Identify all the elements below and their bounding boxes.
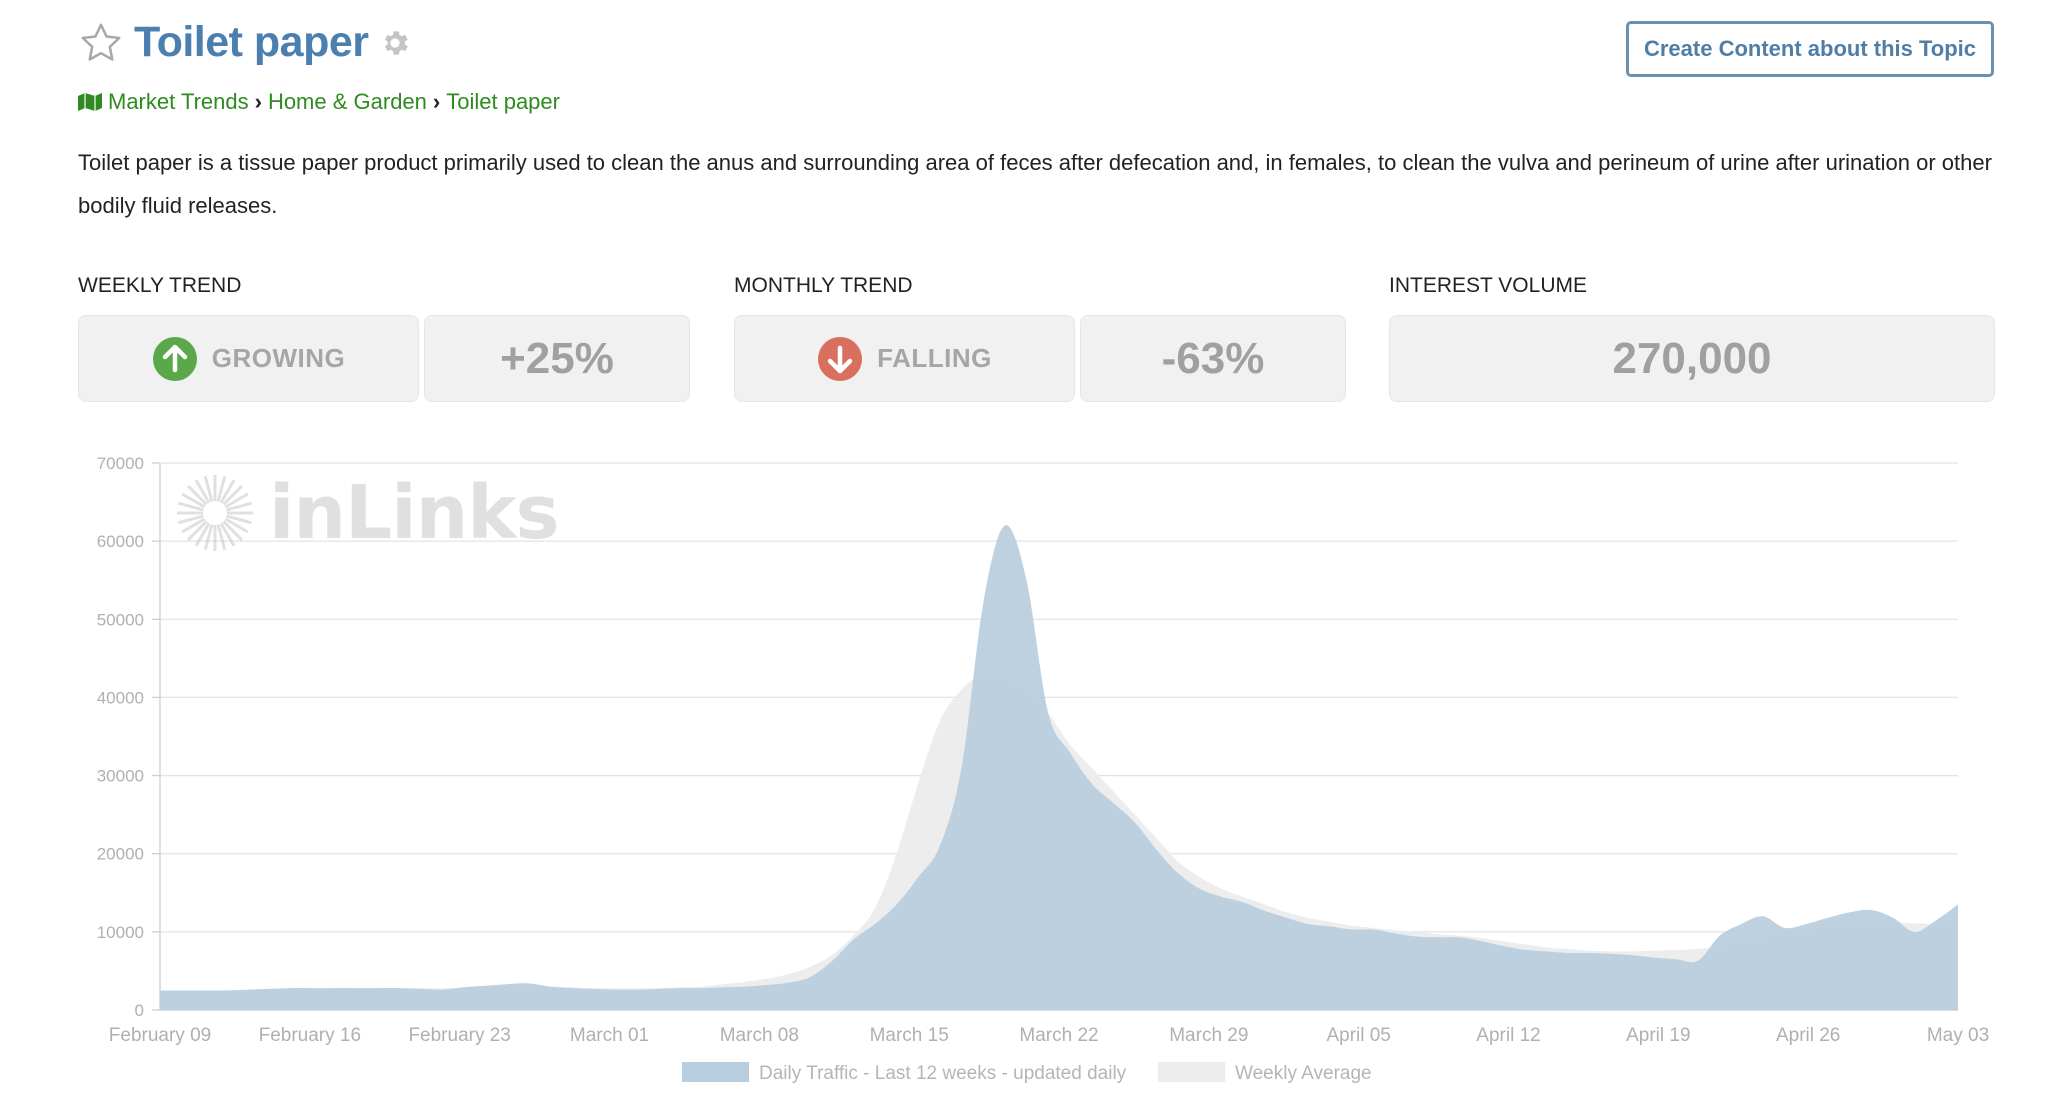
logo-ray — [177, 514, 204, 525]
topic-description: Toilet paper is a tissue paper product p… — [78, 150, 1992, 218]
y-tick-label: 10000 — [97, 923, 144, 942]
monthly-direction-text: FALLING — [877, 343, 992, 373]
logo-ray — [216, 475, 227, 502]
logo-ray — [177, 501, 204, 512]
weekly-change-value: +25% — [500, 333, 614, 383]
logo-ray — [203, 475, 214, 502]
breadcrumb-home-garden[interactable]: Home & Garden — [267, 89, 427, 114]
weekly-trend-label: WEEKLY TREND — [78, 274, 242, 297]
logo-ray — [219, 522, 236, 547]
logo-ray — [194, 479, 211, 504]
daily-traffic-area — [160, 525, 1958, 1010]
y-tick-label: 30000 — [97, 767, 144, 786]
weekly-trend-direction: GROWING — [78, 315, 419, 402]
x-tick-label: March 08 — [720, 1025, 799, 1046]
weekly-trend-change: +25% — [424, 315, 690, 402]
breadcrumb-market-trends[interactable]: Market Trends — [108, 89, 249, 114]
gear-icon[interactable] — [379, 27, 411, 59]
breadcrumb-toilet-paper[interactable]: Toilet paper — [446, 89, 560, 114]
logo-ray — [181, 492, 206, 509]
logo-ray — [216, 524, 227, 551]
monthly-trend-change: -63% — [1080, 315, 1346, 402]
legend-label-weekly: Weekly Average — [1235, 1063, 1372, 1084]
breadcrumb-separator: › — [432, 89, 441, 114]
logo-ray — [187, 485, 208, 506]
legend-swatch-daily — [682, 1062, 749, 1082]
x-tick-label: February 16 — [259, 1025, 361, 1046]
x-tick-label: March 01 — [570, 1025, 649, 1046]
x-tick-label: May 03 — [1927, 1025, 1989, 1046]
x-tick-label: March 29 — [1169, 1025, 1248, 1046]
monthly-trend-direction: FALLING — [734, 315, 1075, 402]
traffic-chart: 0 10000 20000 30000 40000 50000 60000 70000 Febr… — [97, 454, 1989, 1084]
y-tick-label: 40000 — [97, 688, 144, 707]
monthly-change-value: -63% — [1161, 333, 1265, 383]
logo-ray — [194, 522, 211, 547]
inlinks-watermark: inLinks — [175, 470, 560, 556]
logo-ray — [224, 492, 249, 509]
logo-ray — [224, 517, 249, 534]
weekly-direction-text: GROWING — [211, 343, 346, 373]
interest-volume-box: 270,000 — [1389, 315, 1995, 402]
create-content-button[interactable]: Create Content about this Topic — [1626, 21, 1994, 77]
inlinks-logo-icon — [177, 475, 253, 551]
x-tick-label: April 05 — [1326, 1025, 1390, 1046]
topic-header: Toilet paper — [78, 18, 411, 67]
monthly-trend-label: MONTHLY TREND — [734, 274, 913, 297]
x-tick-label: April 12 — [1476, 1025, 1540, 1046]
x-tick-label: March 22 — [1019, 1025, 1098, 1046]
x-tick-label: February 09 — [109, 1025, 211, 1046]
logo-ray — [203, 524, 214, 551]
y-tick-label: 60000 — [97, 532, 144, 551]
y-tick-label: 50000 — [97, 610, 144, 629]
arrow-up-icon — [152, 336, 197, 381]
y-tick-label: 70000 — [97, 454, 144, 473]
page-title: Toilet paper — [134, 18, 369, 66]
logo-ray — [226, 514, 253, 525]
breadcrumb: Market Trends › Home & Garden › Toilet p… — [78, 89, 560, 115]
y-tick-label: 20000 — [97, 845, 144, 864]
map-icon — [78, 93, 102, 111]
watermark-text: inLinks — [269, 470, 560, 556]
x-tick-label: April 26 — [1776, 1025, 1840, 1046]
legend-swatch-weekly — [1158, 1062, 1225, 1082]
logo-ray — [222, 485, 243, 506]
legend-label-daily: Daily Traffic - Last 12 weeks - updated … — [759, 1063, 1127, 1084]
logo-ray — [181, 517, 206, 534]
logo-ray — [219, 479, 236, 504]
breadcrumb-separator: › — [254, 89, 262, 114]
interest-volume-label: INTEREST VOLUME — [1389, 274, 1587, 297]
logo-ray — [226, 501, 253, 512]
interest-volume-value: 270,000 — [1612, 333, 1772, 383]
x-tick-label: April 19 — [1626, 1025, 1690, 1046]
logo-ray — [187, 520, 208, 541]
x-tick-label: February 23 — [408, 1025, 510, 1046]
y-tick-label: 0 — [135, 1001, 144, 1020]
logo-ray — [222, 520, 243, 541]
star-icon[interactable] — [78, 20, 124, 66]
arrow-down-icon — [818, 336, 863, 381]
x-tick-label: March 15 — [870, 1025, 949, 1046]
